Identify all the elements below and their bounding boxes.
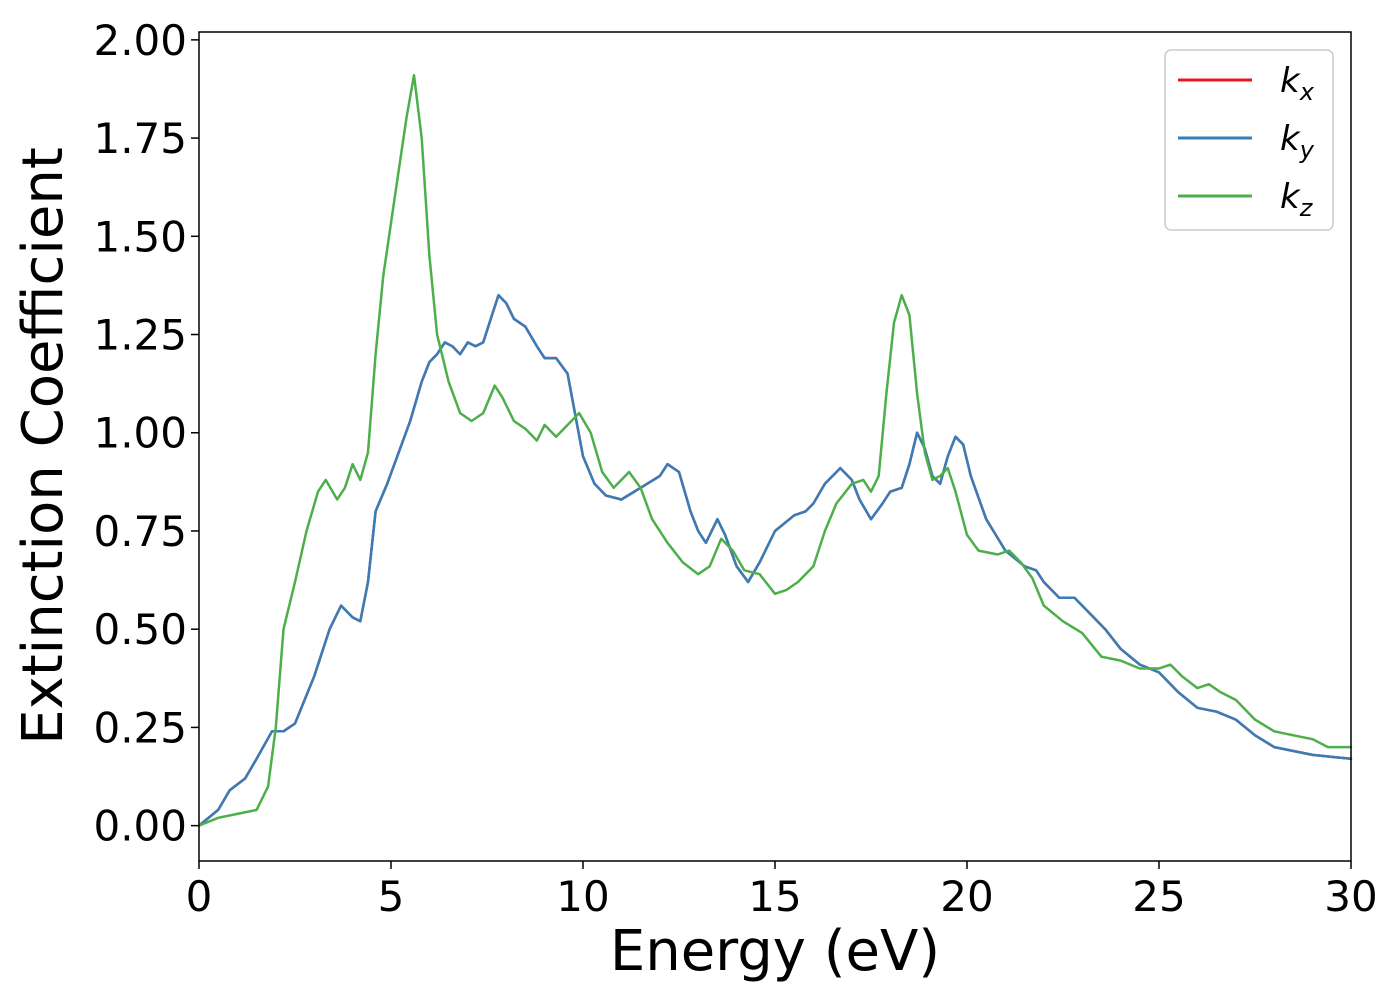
legend-label-x: kx xyxy=(1280,61,1315,106)
y-axis-ticks: 0.00 0.25 0.50 0.75 1.00 1.25 1.50 1.75 2.00 xyxy=(93,16,199,851)
y-tick-label: 0.25 xyxy=(93,703,187,752)
y-axis-title: Extinction Coefficient xyxy=(11,147,76,745)
legend-label-z: kz xyxy=(1280,177,1314,222)
legend: kx ky kz xyxy=(1164,49,1334,231)
x-tick-label: 25 xyxy=(1132,872,1185,921)
series-line-z xyxy=(197,73,1353,827)
legend-label-y: ky xyxy=(1280,119,1315,164)
y-tick-label: 1.50 xyxy=(93,212,187,261)
y-tick-label: 1.25 xyxy=(93,311,187,360)
y-tick-label: 1.00 xyxy=(93,409,187,458)
x-tick-label: 30 xyxy=(1324,872,1377,921)
series-line-y xyxy=(197,293,1353,827)
x-tick-label: 0 xyxy=(186,872,213,921)
y-tick-label: 2.00 xyxy=(93,16,187,65)
y-tick-label: 0.50 xyxy=(93,605,187,654)
x-tick-label: 5 xyxy=(378,872,405,921)
legend-frame xyxy=(1164,49,1334,231)
y-tick-label: 1.75 xyxy=(93,114,187,163)
plot-lines xyxy=(197,73,1353,827)
x-tick-label: 15 xyxy=(748,872,801,921)
x-axis-title: Energy (eV) xyxy=(610,919,940,984)
x-tick-label: 10 xyxy=(556,872,609,921)
x-axis-ticks: 0 5 10 15 20 25 30 xyxy=(186,861,1378,921)
y-tick-label: 0.75 xyxy=(93,507,187,556)
y-tick-label: 0.00 xyxy=(93,802,187,851)
x-tick-label: 20 xyxy=(940,872,993,921)
